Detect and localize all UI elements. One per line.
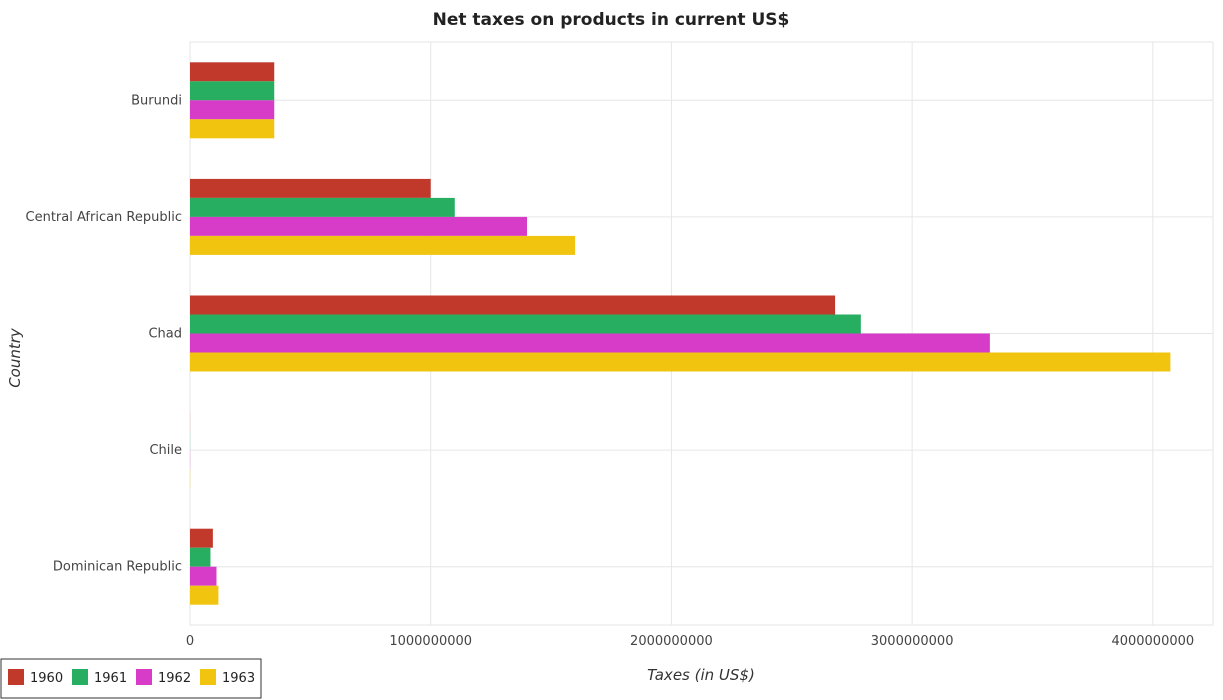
bar-1960-central-african-republic [190, 179, 431, 198]
legend-swatch-1961 [72, 669, 88, 685]
x-tick-label: 3000000000 [871, 634, 954, 649]
chart-title: Net taxes on products in current US$ [433, 10, 790, 30]
bar-1960-dominican-republic [190, 529, 213, 548]
bar-1961-chad [190, 315, 861, 334]
legend: 1960 1961 1962 1963 [1, 659, 261, 698]
y-axis-title: Country [6, 327, 24, 388]
legend-label-1963: 1963 [222, 671, 255, 686]
x-axis-title: Taxes (in US$) [647, 666, 755, 684]
x-tick-label: 2000000000 [630, 634, 713, 649]
bar-1963-dominican-republic [190, 586, 218, 605]
x-tick-labels: 0 1000000000 2000000000 3000000000 400000000… [186, 634, 1194, 649]
y-tick-label: Chile [149, 443, 182, 458]
bar-1962-burundi [190, 100, 274, 119]
legend-swatch-1963 [200, 669, 216, 685]
bar-1962-dominican-republic [190, 567, 216, 586]
y-tick-labels: Burundi Central African Republic Chad Chile… [26, 93, 182, 574]
bar-1963-central-african-republic [190, 236, 575, 255]
y-tick-label: Dominican Republic [53, 560, 182, 575]
legend-label-1960: 1960 [30, 671, 63, 686]
bar-1961-burundi [190, 81, 274, 100]
y-tick-label: Chad [148, 327, 182, 342]
bar-1963-burundi [190, 119, 274, 138]
x-tick-label: 4000000000 [1111, 634, 1194, 649]
bar-1961-dominican-republic [190, 548, 210, 567]
legend-swatch-1962 [136, 669, 152, 685]
x-tick-label: 1000000000 [389, 634, 472, 649]
bar-1960-burundi [190, 62, 274, 81]
legend-swatch-1960 [8, 669, 24, 685]
bar-1962-chad [190, 334, 990, 353]
y-tick-label: Burundi [131, 93, 182, 108]
x-tick-label: 0 [186, 634, 194, 649]
bar-1962-central-african-republic [190, 217, 527, 236]
legend-label-1962: 1962 [158, 671, 191, 686]
y-tick-label: Central African Republic [26, 210, 182, 225]
legend-label-1961: 1961 [94, 671, 127, 686]
bar-1960-chad [190, 296, 835, 315]
bar-1963-chad [190, 353, 1170, 372]
bar-1961-central-african-republic [190, 198, 455, 217]
